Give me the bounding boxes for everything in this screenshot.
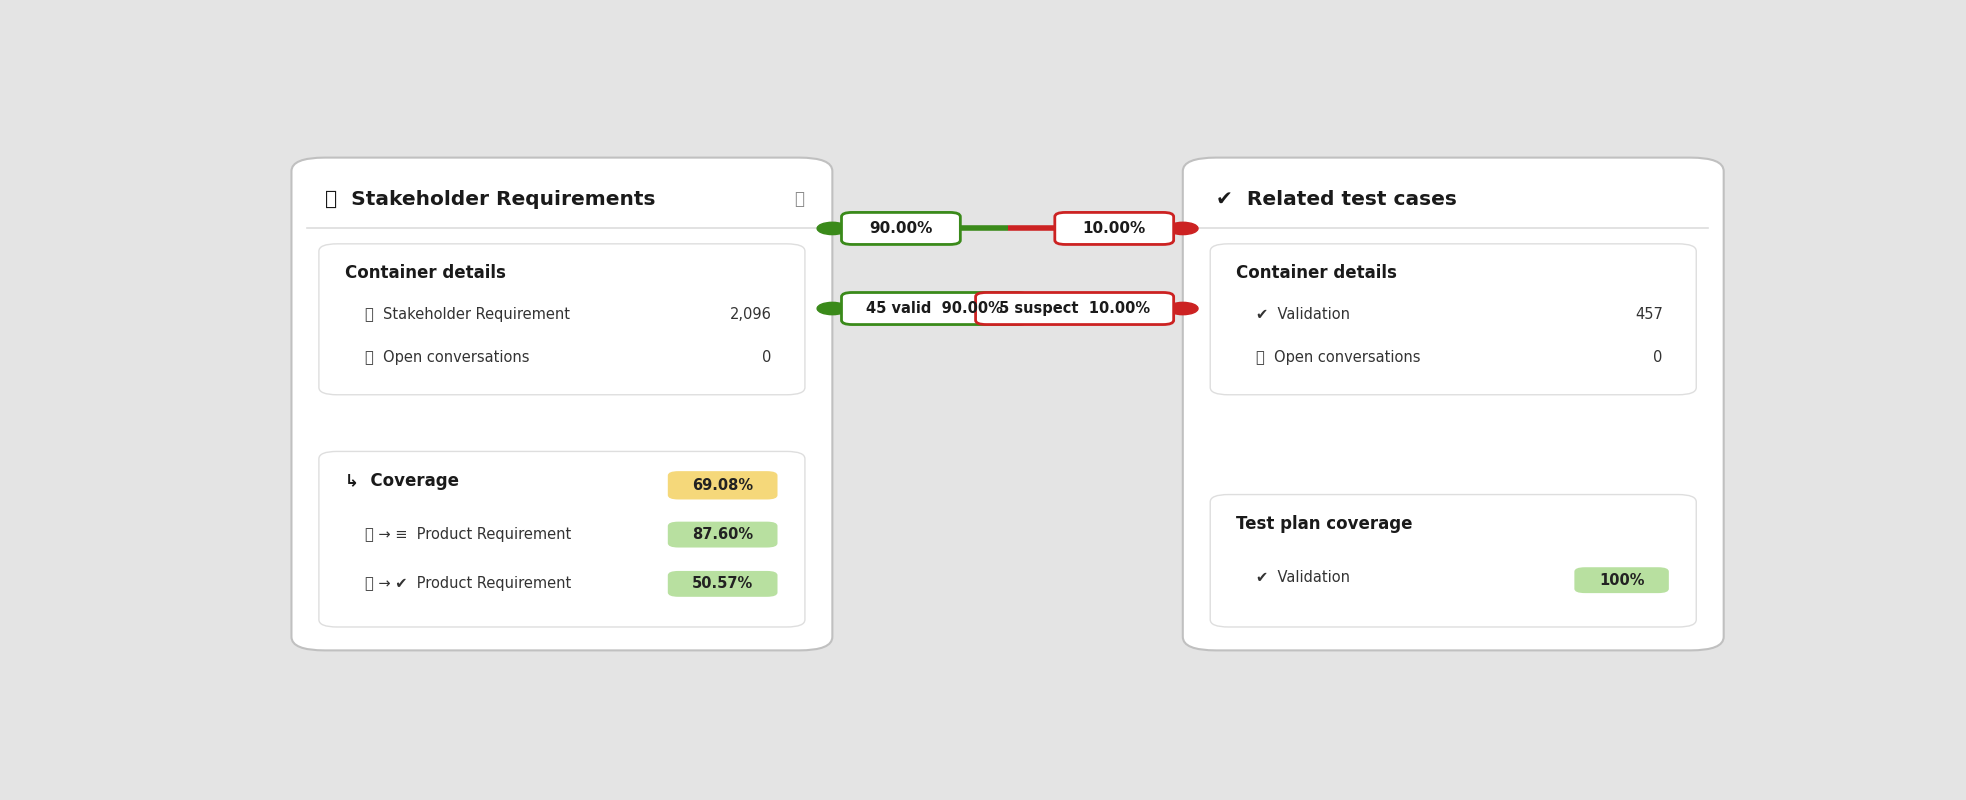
Text: 💬  Open conversations: 💬 Open conversations <box>364 350 529 366</box>
Circle shape <box>1168 222 1197 234</box>
Text: 💬  Open conversations: 💬 Open conversations <box>1256 350 1419 366</box>
FancyBboxPatch shape <box>318 244 804 394</box>
Text: 100%: 100% <box>1598 573 1644 588</box>
FancyBboxPatch shape <box>1184 158 1724 650</box>
Text: ✔  Related test cases: ✔ Related test cases <box>1217 190 1457 209</box>
FancyBboxPatch shape <box>841 293 1028 325</box>
Text: 90.00%: 90.00% <box>869 221 932 236</box>
Text: Container details: Container details <box>344 265 505 282</box>
Text: ✔  Validation: ✔ Validation <box>1256 307 1351 322</box>
Text: 🧩 → ≡  Product Requirement: 🧩 → ≡ Product Requirement <box>364 527 570 542</box>
Text: 2,096: 2,096 <box>729 307 771 322</box>
FancyBboxPatch shape <box>1211 244 1697 394</box>
FancyBboxPatch shape <box>1575 567 1669 593</box>
Text: 45 valid  90.00%: 45 valid 90.00% <box>865 301 1003 316</box>
Text: 🧩 → ✔  Product Requirement: 🧩 → ✔ Product Requirement <box>364 576 570 591</box>
FancyBboxPatch shape <box>668 571 777 597</box>
FancyBboxPatch shape <box>291 158 832 650</box>
Circle shape <box>818 302 847 314</box>
Text: 457: 457 <box>1636 307 1663 322</box>
Text: 50.57%: 50.57% <box>692 576 753 591</box>
Circle shape <box>818 222 847 234</box>
FancyBboxPatch shape <box>841 213 959 245</box>
Text: ⧉: ⧉ <box>794 190 804 209</box>
FancyBboxPatch shape <box>1056 213 1174 245</box>
Text: 0: 0 <box>1653 350 1663 366</box>
Text: 87.60%: 87.60% <box>692 527 753 542</box>
Text: 69.08%: 69.08% <box>692 478 753 493</box>
Text: 🧩  Stakeholder Requirement: 🧩 Stakeholder Requirement <box>364 307 570 322</box>
Circle shape <box>1168 302 1197 314</box>
FancyBboxPatch shape <box>668 471 777 499</box>
Text: 10.00%: 10.00% <box>1083 221 1146 236</box>
Text: 5 suspect  10.00%: 5 suspect 10.00% <box>999 301 1150 316</box>
Text: 0: 0 <box>763 350 771 366</box>
Text: Test plan coverage: Test plan coverage <box>1237 515 1414 533</box>
FancyBboxPatch shape <box>975 293 1174 325</box>
FancyBboxPatch shape <box>668 522 777 547</box>
FancyBboxPatch shape <box>1211 494 1697 627</box>
Text: ↳  Coverage: ↳ Coverage <box>344 472 458 490</box>
Text: 🧩  Stakeholder Requirements: 🧩 Stakeholder Requirements <box>324 190 655 209</box>
Text: Container details: Container details <box>1237 265 1398 282</box>
FancyBboxPatch shape <box>318 451 804 627</box>
Text: ✔  Validation: ✔ Validation <box>1256 570 1351 586</box>
